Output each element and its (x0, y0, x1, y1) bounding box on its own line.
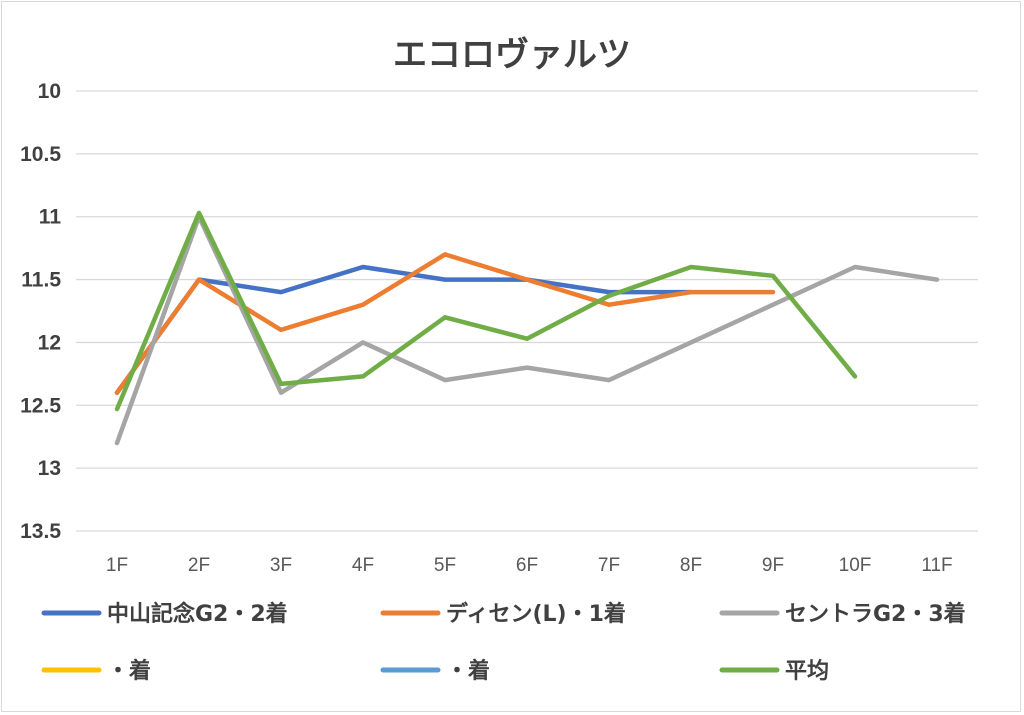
legend-item: セントラG2・3着 (719, 601, 966, 627)
x-tick-label: 5F (434, 555, 456, 576)
gridlines (76, 90, 978, 532)
x-tick-label: 9F (762, 555, 784, 576)
legend-label: ディセン(L)・1着 (446, 601, 626, 627)
x-tick-label: 11F (921, 555, 952, 576)
series-lines (114, 210, 940, 446)
y-tick-label: 12.5 (20, 394, 61, 417)
chart-title: エコロヴァルツ (393, 35, 631, 75)
y-tick-label: 11.5 (21, 269, 61, 292)
legend-item: 中山記念G2・2着 (41, 601, 288, 627)
y-tick-label: 12 (38, 331, 61, 354)
x-axis-ticks: 1F 2F 3F 4F 5F 6F 7F 8F 9F 10F 11F (106, 555, 953, 576)
legend-item: 平均 (719, 658, 829, 684)
y-tick-label: 11 (39, 206, 62, 229)
y-tick-label: 10 (38, 80, 61, 103)
x-tick-label: 10F (839, 555, 872, 576)
series-line-1 (114, 252, 776, 395)
legend-item: ・着 (41, 658, 151, 684)
x-tick-label: 8F (680, 555, 702, 576)
series-line-5 (114, 210, 858, 412)
legend-item: ・着 (380, 658, 490, 684)
legend-label: 平均 (785, 658, 829, 684)
y-tick-label: 13 (38, 457, 61, 480)
legend: 中山記念G2・2着 ディセン(L)・1着 セントラG2・3着・着 ・着 平均 (41, 601, 966, 684)
x-tick-label: 1F (106, 555, 128, 576)
series-line-2 (114, 214, 940, 446)
legend-item: ディセン(L)・1着 (380, 601, 626, 627)
legend-label: ・着 (446, 658, 490, 684)
legend-label: ・着 (107, 658, 151, 684)
y-axis-ticks: 10 10.5 11 11.5 12 12.5 13 13.5 (20, 80, 61, 543)
x-tick-label: 4F (352, 555, 374, 576)
series-line-0 (114, 264, 694, 395)
x-tick-label: 7F (598, 555, 620, 576)
x-tick-label: 2F (188, 555, 210, 576)
x-tick-label: 3F (270, 555, 292, 576)
y-tick-label: 10.5 (20, 143, 61, 166)
y-tick-label: 13.5 (20, 520, 61, 543)
legend-label: セントラG2・3着 (785, 601, 966, 627)
x-tick-label: 6F (516, 555, 538, 576)
legend-label: 中山記念G2・2着 (107, 601, 288, 627)
